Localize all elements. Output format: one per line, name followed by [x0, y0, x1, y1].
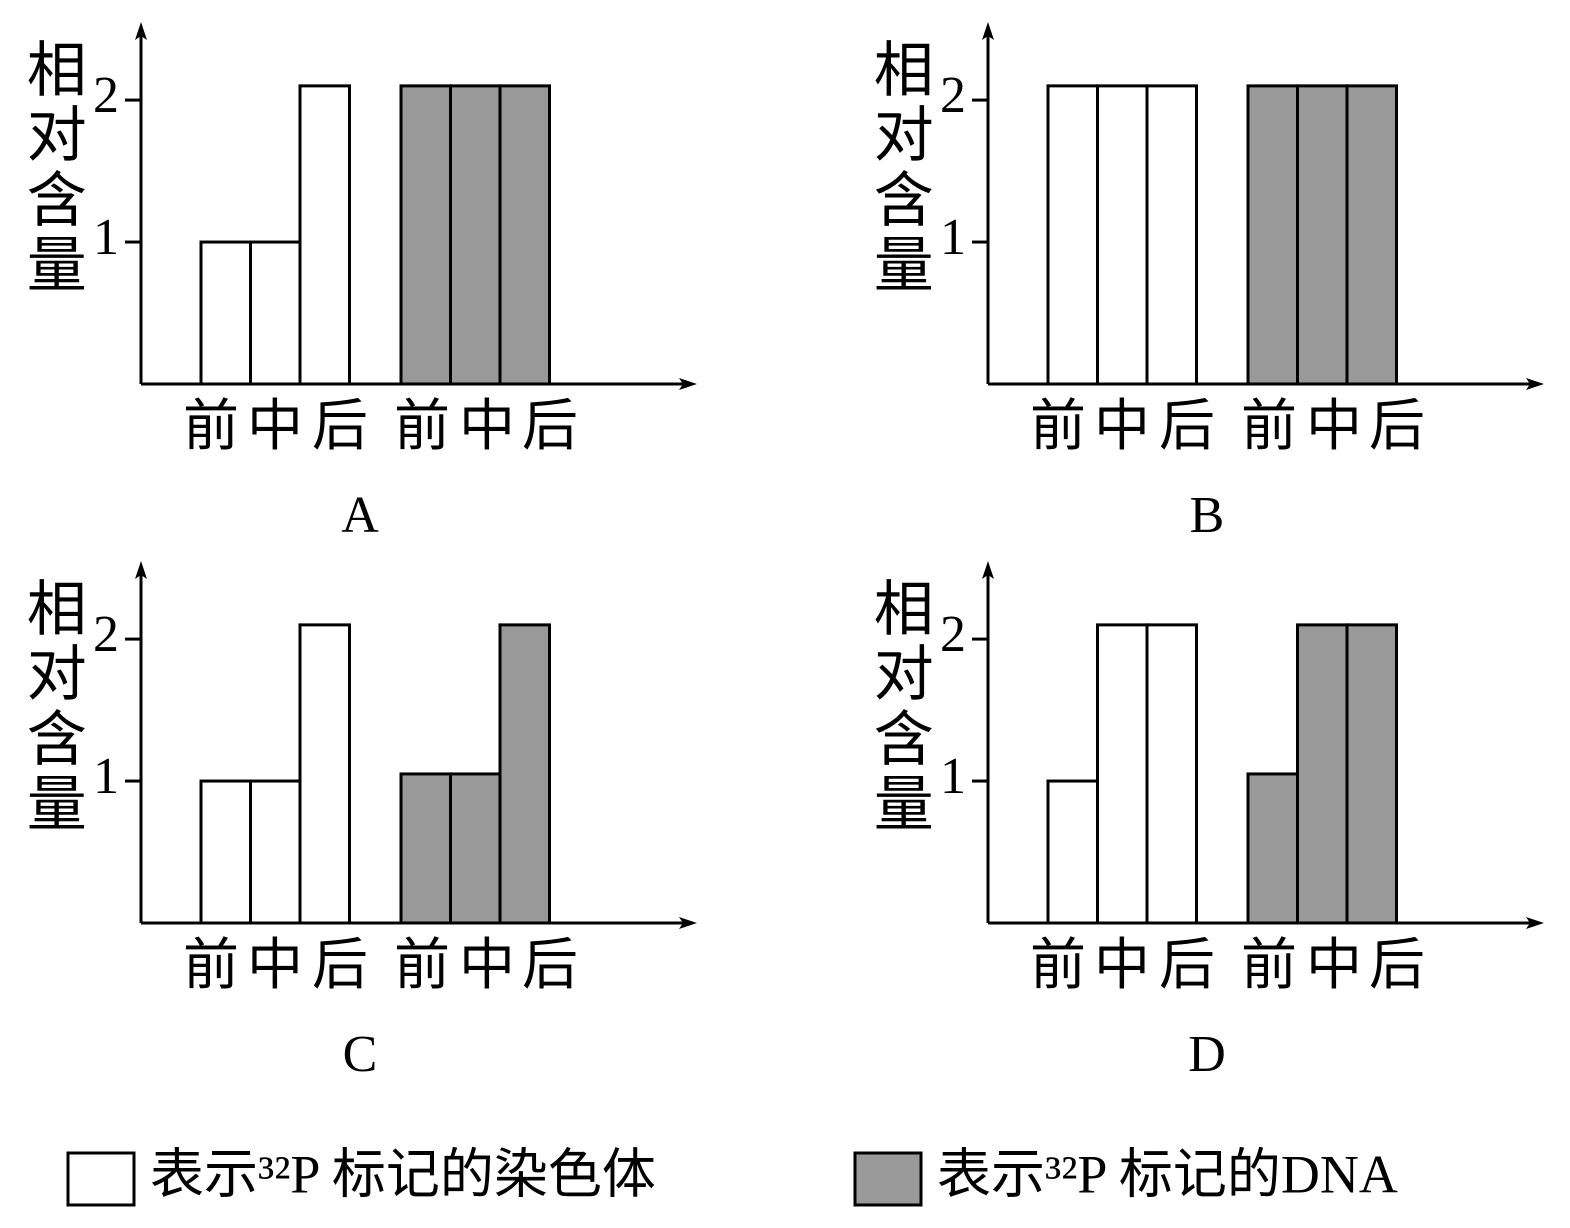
bar [1296, 623, 1349, 925]
x-tick-label: 前 [1241, 396, 1297, 458]
y-arrow [135, 22, 147, 40]
x-tick-label: 中 [1094, 935, 1150, 997]
bar [449, 84, 502, 386]
legend-label: 表示³²P 标记的染色体 [150, 1144, 656, 1204]
y-arrow [135, 561, 147, 579]
bar [1296, 84, 1349, 386]
x-tick-label: 前 [183, 935, 239, 997]
x-arrow [1526, 917, 1544, 929]
x-tick-label: 中 [247, 935, 303, 997]
x-arrow [1526, 378, 1544, 390]
y-tick-label: 1 [93, 748, 119, 805]
bar [298, 623, 351, 925]
x-tick-label: 中 [459, 396, 515, 458]
x-tick-label: 后 [522, 396, 578, 458]
y-tick-label: 1 [940, 209, 966, 266]
bar [1145, 84, 1198, 386]
bar [1345, 623, 1398, 925]
legend-swatch [853, 1151, 923, 1207]
panel: 前中后前中后12相对含量A [18, 22, 697, 544]
x-tick-label: 后 [312, 396, 368, 458]
bar [1046, 779, 1099, 925]
bar [1246, 84, 1299, 386]
panel-label: B [1190, 487, 1225, 544]
y-arrow [982, 22, 994, 40]
bar [1046, 84, 1099, 386]
bar [249, 779, 302, 925]
y-axis-label: 相对含量 [865, 38, 932, 298]
bar [1096, 623, 1149, 925]
y-tick-label: 2 [940, 606, 966, 663]
y-tick-label: 2 [940, 67, 966, 124]
bar [449, 772, 502, 925]
legend-swatch [66, 1151, 136, 1207]
x-tick-label: 中 [247, 396, 303, 458]
x-arrow [679, 378, 697, 390]
panel-label: D [1188, 1026, 1226, 1083]
bar [498, 84, 551, 386]
bar [298, 84, 351, 386]
y-axis-label: 相对含量 [18, 577, 85, 837]
y-tick-label: 2 [93, 67, 119, 124]
x-tick-label: 后 [1369, 935, 1425, 997]
bar [1145, 623, 1198, 925]
x-tick-label: 后 [1159, 935, 1215, 997]
x-tick-label: 后 [522, 935, 578, 997]
bar [399, 84, 452, 386]
panel: 前中后前中后12相对含量B [865, 22, 1544, 544]
bar [399, 772, 452, 925]
bar [1246, 772, 1299, 925]
panel: 前中后前中后12相对含量D [865, 561, 1544, 1083]
x-tick-label: 前 [1241, 935, 1297, 997]
bar [498, 623, 551, 925]
x-tick-label: 中 [1306, 396, 1362, 458]
x-tick-label: 中 [1306, 935, 1362, 997]
x-tick-label: 前 [183, 396, 239, 458]
x-tick-label: 前 [394, 396, 450, 458]
x-tick-label: 中 [459, 935, 515, 997]
bar [1345, 84, 1398, 386]
x-tick-label: 后 [312, 935, 368, 997]
legend-label: 表示³²P 标记的DNA [937, 1144, 1398, 1204]
y-axis-label: 相对含量 [865, 577, 932, 837]
bar [199, 779, 252, 925]
bar [199, 240, 252, 386]
x-tick-label: 后 [1369, 396, 1425, 458]
x-tick-label: 前 [394, 935, 450, 997]
x-arrow [679, 917, 697, 929]
panel: 前中后前中后12相对含量C [18, 561, 697, 1083]
x-tick-label: 中 [1094, 396, 1150, 458]
y-tick-label: 1 [93, 209, 119, 266]
y-arrow [982, 561, 994, 579]
y-tick-label: 1 [940, 748, 966, 805]
panel-label: C [343, 1026, 378, 1083]
y-tick-label: 2 [93, 606, 119, 663]
panel-label: A [341, 487, 379, 544]
bar [1096, 84, 1149, 386]
y-axis-label: 相对含量 [18, 38, 85, 298]
x-tick-label: 后 [1159, 396, 1215, 458]
x-tick-label: 前 [1030, 396, 1086, 458]
x-tick-label: 前 [1030, 935, 1086, 997]
bar [249, 240, 302, 386]
